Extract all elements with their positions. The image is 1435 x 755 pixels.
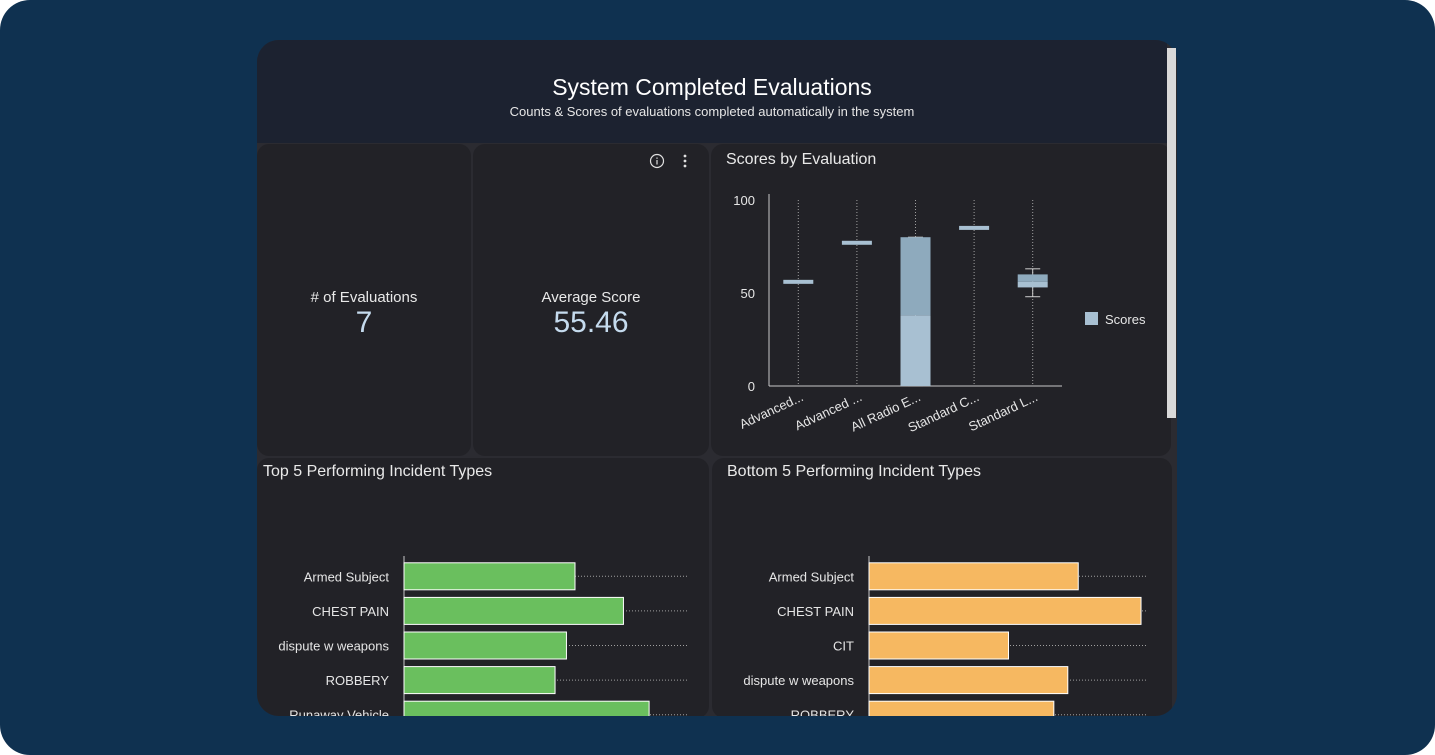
category-label: dispute w weapons: [278, 639, 389, 654]
kpi-evaluations-value: 7: [355, 306, 373, 339]
box-upper: [900, 237, 931, 316]
bar: [403, 700, 650, 716]
category-label: Armed Subject: [769, 569, 855, 584]
bar: [868, 666, 1069, 695]
kpi-average-score-card: Average Score 55.46: [473, 144, 709, 456]
y-tick-label: 100: [733, 193, 755, 208]
bottom-5-bar-chart: Armed Subject CHEST PAIN CIT dispute w weap…: [743, 556, 1148, 716]
page-subtitle: Counts & Scores of evaluations completed…: [509, 104, 915, 119]
bar: [868, 562, 1079, 591]
box-median-mark: [783, 279, 814, 284]
legend-swatch: [1085, 312, 1098, 325]
top-5-card: Top 5 Performing Incident Types Armed Su…: [257, 458, 709, 716]
scores-by-evaluation-card: Scores by Evaluation 0 50 100 Advanced... Ad…: [711, 144, 1171, 456]
category-label: ROBBERY: [791, 708, 855, 716]
kpi-evaluations-label: # of Evaluations: [310, 289, 418, 306]
box-median-mark: [959, 225, 990, 230]
box-median-mark: [841, 240, 872, 245]
y-tick-label: 0: [748, 379, 755, 394]
category-label: CHEST PAIN: [777, 604, 854, 619]
bar: [403, 666, 556, 695]
scores-chart-title: Scores by Evaluation: [726, 151, 877, 168]
more-vertical-icon[interactable]: [679, 153, 691, 171]
y-tick-label: 50: [741, 286, 755, 301]
kpi-average-score-label: Average Score: [541, 289, 641, 306]
box-upper: [1017, 274, 1048, 282]
category-label: CHEST PAIN: [312, 604, 389, 619]
category-label: CIT: [833, 639, 854, 654]
category-label: ROBBERY: [326, 673, 390, 688]
scrollbar[interactable]: [1167, 48, 1176, 418]
category-label: dispute w weapons: [743, 673, 854, 688]
top-5-chart-title: Top 5 Performing Incident Types: [263, 463, 493, 480]
kpi-average-score-value: 55.46: [553, 306, 629, 339]
category-label: Armed Subject: [304, 569, 390, 584]
dashboard-header: System Completed Evaluations Counts & Sc…: [257, 40, 1167, 143]
box-lower: [1017, 281, 1048, 288]
bottom-5-card: Bottom 5 Performing Incident Types Armed…: [712, 458, 1172, 716]
page-title: System Completed Evaluations: [552, 74, 872, 100]
info-icon[interactable]: [649, 153, 665, 171]
kpi-evaluations-card: # of Evaluations 7: [257, 144, 471, 456]
top-5-bar-chart: Armed Subject CHEST PAIN dispute w weapons…: [278, 556, 689, 716]
bar: [403, 562, 576, 591]
bar: [868, 631, 1009, 660]
bar: [868, 700, 1055, 716]
bar: [403, 596, 624, 625]
legend-label: Scores: [1105, 312, 1146, 327]
bar: [868, 596, 1142, 625]
bar: [403, 631, 567, 660]
category-label: Runaway Vehicle: [289, 708, 389, 716]
bottom-5-chart-title: Bottom 5 Performing Incident Types: [727, 463, 982, 480]
dashboard-window: System Completed Evaluations Counts & Sc…: [257, 40, 1177, 716]
box-lower: [900, 315, 931, 386]
